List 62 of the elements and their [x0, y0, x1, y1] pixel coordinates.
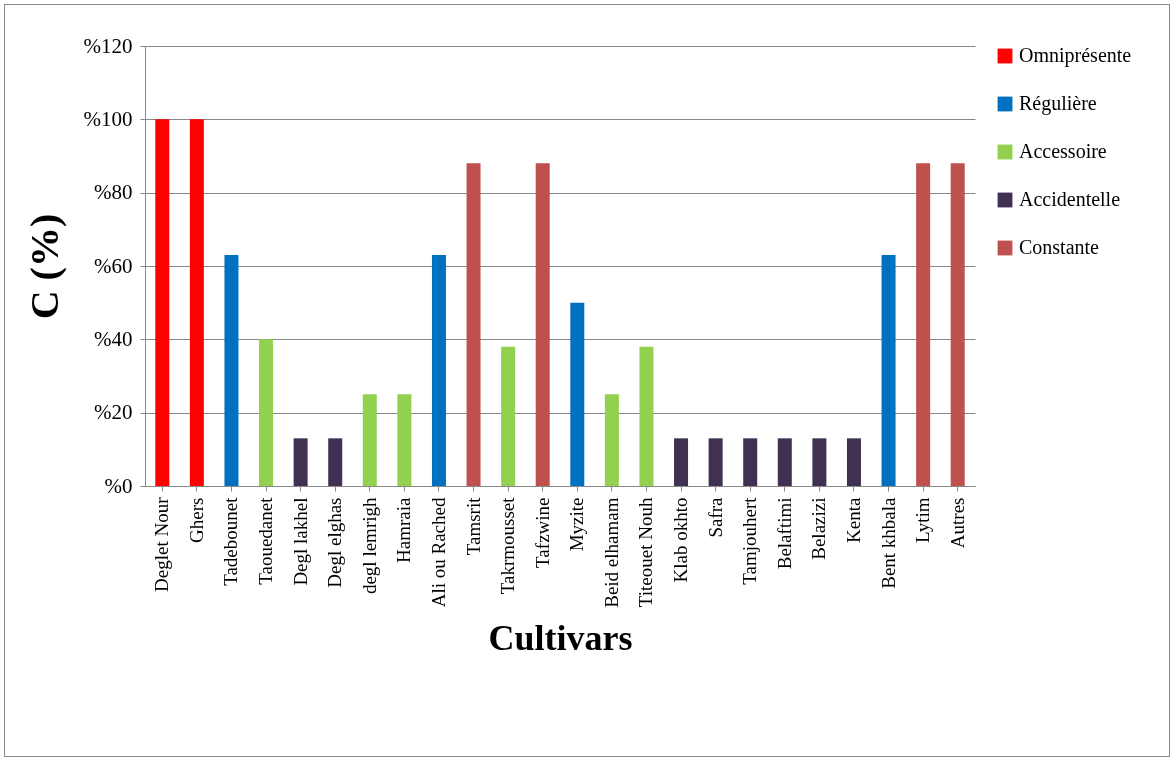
- y-axis-title: C (%): [21, 213, 67, 320]
- bar: [916, 163, 931, 486]
- bar: [535, 163, 550, 486]
- y-tick-label: %0: [104, 473, 133, 498]
- x-tick-label: Bent khbala: [877, 496, 899, 589]
- bar: [570, 302, 585, 486]
- x-tick-label: Klab okhto: [670, 497, 692, 583]
- y-tick-label: %100: [83, 106, 133, 131]
- bar: [777, 438, 792, 486]
- bar: [466, 163, 481, 486]
- x-tick-label: Takrmousset: [497, 496, 519, 595]
- y-tick-label: %40: [94, 326, 133, 351]
- legend-label: Régulière: [1019, 92, 1097, 115]
- bar: [431, 255, 446, 486]
- x-tick-label: Tamsrit: [462, 496, 484, 556]
- legend-label: Accessoire: [1019, 140, 1107, 162]
- bar: [674, 438, 689, 486]
- x-tick-label: Ghers: [185, 497, 207, 543]
- x-tick-label: Kenta: [842, 496, 864, 543]
- x-tick-label: Autres: [946, 497, 968, 549]
- x-tick-label: Lytim: [912, 497, 934, 543]
- bar: [362, 394, 377, 486]
- bar: [812, 438, 827, 486]
- x-tick-label: Degl lakhel: [289, 497, 311, 586]
- bar: [501, 346, 516, 486]
- bar: [604, 394, 619, 486]
- bar: [224, 255, 239, 486]
- x-tick-label: Deglet Nour: [151, 496, 173, 592]
- x-tick-label: Safra: [704, 496, 726, 538]
- x-tick-label: Tafzwine: [531, 497, 553, 568]
- legend-label: Constante: [1019, 236, 1100, 258]
- x-tick-label: Belaftimi: [773, 497, 795, 570]
- bar: [259, 339, 274, 486]
- x-tick-label: Tamjouhert: [739, 496, 761, 585]
- x-tick-label: Taouedanet: [255, 496, 277, 585]
- bar: [189, 119, 204, 486]
- x-tick-label: Belazizi: [808, 497, 830, 560]
- bar: [708, 438, 723, 486]
- x-tick-label: Hamraia: [393, 496, 415, 563]
- x-axis-title: Cultivars: [488, 617, 633, 658]
- x-tick-label: Degl elghas: [324, 497, 346, 588]
- y-tick-label: %80: [94, 180, 133, 205]
- bar: [397, 394, 412, 486]
- x-tick-label: Titeouet Nouh: [635, 497, 657, 608]
- bar: [328, 438, 343, 486]
- x-tick-label: Myzite: [566, 497, 588, 552]
- bar: [950, 163, 965, 486]
- legend-label: Omniprésente: [1019, 44, 1132, 67]
- y-tick-label: %120: [83, 33, 133, 58]
- y-tick-label: %60: [94, 253, 133, 278]
- bar: [639, 346, 654, 486]
- legend-label: Accidentelle: [1019, 188, 1121, 210]
- x-tick-label: degl lemrigh: [358, 497, 380, 595]
- bar: [155, 119, 170, 486]
- y-tick-label: %20: [94, 400, 133, 425]
- x-tick-label: Ali ou Rached: [427, 497, 449, 608]
- bar: [881, 255, 896, 486]
- bar: [743, 438, 758, 486]
- bar: [293, 438, 308, 486]
- x-tick-label: Tadebounet: [220, 496, 242, 586]
- x-tick-label: Beid elhamam: [600, 497, 622, 608]
- bar: [846, 438, 861, 486]
